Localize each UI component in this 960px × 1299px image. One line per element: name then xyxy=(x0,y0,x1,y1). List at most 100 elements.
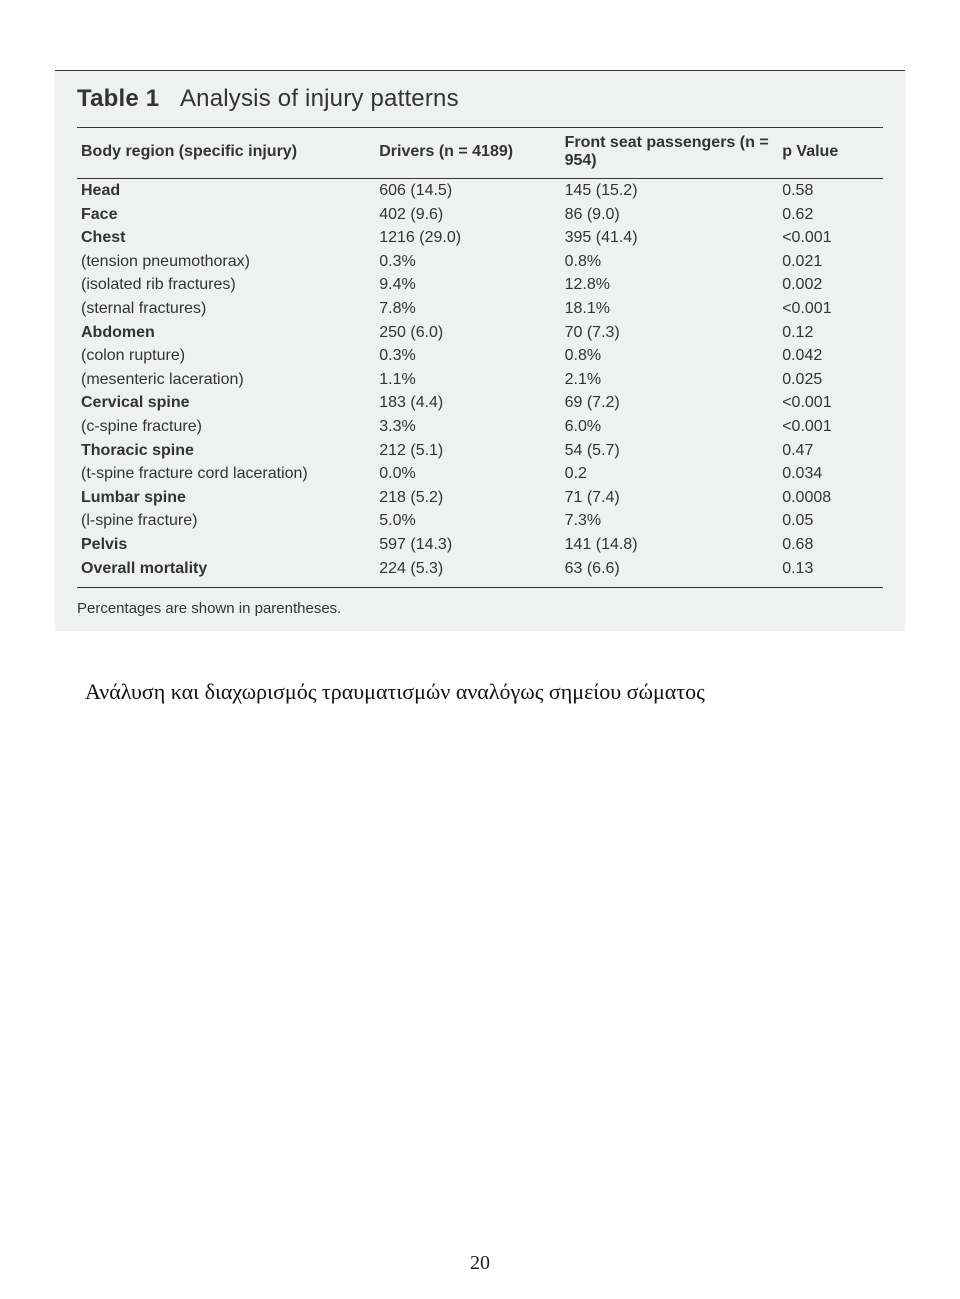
cell-pvalue: 0.47 xyxy=(778,439,883,463)
table-row: (sternal fractures)7.8%18.1%<0.001 xyxy=(77,297,883,321)
cell-region: (isolated rib fractures) xyxy=(77,273,375,297)
cell-drivers: 5.0% xyxy=(375,509,560,533)
cell-passengers: 141 (14.8) xyxy=(561,533,779,557)
cell-drivers: 7.8% xyxy=(375,297,560,321)
cell-region: Abdomen xyxy=(77,321,375,345)
cell-passengers: 70 (7.3) xyxy=(561,321,779,345)
cell-passengers: 0.2 xyxy=(561,462,779,486)
table-row: Face402 (9.6)86 (9.0)0.62 xyxy=(77,203,883,227)
cell-pvalue: 0.034 xyxy=(778,462,883,486)
page-number: 20 xyxy=(0,1252,960,1275)
table-row: (t-spine fracture cord laceration)0.0%0.… xyxy=(77,462,883,486)
cell-drivers: 224 (5.3) xyxy=(375,557,560,588)
table-row: Abdomen250 (6.0)70 (7.3)0.12 xyxy=(77,321,883,345)
table-title: Table 1 Analysis of injury patterns xyxy=(77,85,883,113)
cell-region: Lumbar spine xyxy=(77,486,375,510)
cell-passengers: 12.8% xyxy=(561,273,779,297)
cell-drivers: 212 (5.1) xyxy=(375,439,560,463)
cell-drivers: 0.0% xyxy=(375,462,560,486)
table-row: (isolated rib fractures)9.4%12.8%0.002 xyxy=(77,273,883,297)
cell-region: (mesenteric laceration) xyxy=(77,368,375,392)
cell-drivers: 606 (14.5) xyxy=(375,179,560,203)
document-page: Table 1 Analysis of injury patterns Body… xyxy=(0,0,960,1299)
cell-pvalue: 0.0008 xyxy=(778,486,883,510)
cell-region: Face xyxy=(77,203,375,227)
table-row: (l-spine fracture)5.0%7.3%0.05 xyxy=(77,509,883,533)
cell-drivers: 9.4% xyxy=(375,273,560,297)
greek-caption: Ανάλυση και διαχωρισμός τραυματισμών ανα… xyxy=(55,679,905,705)
table-row: (colon rupture)0.3%0.8%0.042 xyxy=(77,344,883,368)
cell-passengers: 71 (7.4) xyxy=(561,486,779,510)
cell-region: (t-spine fracture cord laceration) xyxy=(77,462,375,486)
cell-passengers: 145 (15.2) xyxy=(561,179,779,203)
col-header-pvalue: p Value xyxy=(778,128,883,179)
cell-passengers: 18.1% xyxy=(561,297,779,321)
cell-passengers: 0.8% xyxy=(561,250,779,274)
cell-region: Pelvis xyxy=(77,533,375,557)
table-row: Thoracic spine212 (5.1)54 (5.7)0.47 xyxy=(77,439,883,463)
cell-region: (tension pneumothorax) xyxy=(77,250,375,274)
cell-drivers: 3.3% xyxy=(375,415,560,439)
cell-passengers: 54 (5.7) xyxy=(561,439,779,463)
table-row: Pelvis597 (14.3)141 (14.8)0.68 xyxy=(77,533,883,557)
cell-passengers: 2.1% xyxy=(561,368,779,392)
cell-passengers: 6.0% xyxy=(561,415,779,439)
cell-region: (c-spine fracture) xyxy=(77,415,375,439)
cell-drivers: 402 (9.6) xyxy=(375,203,560,227)
cell-drivers: 1216 (29.0) xyxy=(375,226,560,250)
table-row: Lumbar spine218 (5.2)71 (7.4)0.0008 xyxy=(77,486,883,510)
col-header-region: Body region (specific injury) xyxy=(77,128,375,179)
cell-passengers: 63 (6.6) xyxy=(561,557,779,588)
cell-pvalue: <0.001 xyxy=(778,226,883,250)
table-title-text: Analysis of injury patterns xyxy=(180,85,459,112)
cell-drivers: 218 (5.2) xyxy=(375,486,560,510)
cell-region: Head xyxy=(77,179,375,203)
cell-pvalue: <0.001 xyxy=(778,415,883,439)
cell-drivers: 597 (14.3) xyxy=(375,533,560,557)
col-header-passengers: Front seat passengers (n = 954) xyxy=(561,128,779,179)
cell-region: Thoracic spine xyxy=(77,439,375,463)
cell-region: Cervical spine xyxy=(77,391,375,415)
cell-pvalue: 0.025 xyxy=(778,368,883,392)
table-body: Head606 (14.5)145 (15.2)0.58Face402 (9.6… xyxy=(77,179,883,588)
cell-region: (colon rupture) xyxy=(77,344,375,368)
cell-pvalue: 0.05 xyxy=(778,509,883,533)
cell-passengers: 86 (9.0) xyxy=(561,203,779,227)
injury-table: Body region (specific injury) Drivers (n… xyxy=(77,127,883,588)
cell-pvalue: <0.001 xyxy=(778,391,883,415)
cell-passengers: 0.8% xyxy=(561,344,779,368)
cell-drivers: 0.3% xyxy=(375,250,560,274)
cell-drivers: 250 (6.0) xyxy=(375,321,560,345)
cell-region: (l-spine fracture) xyxy=(77,509,375,533)
cell-drivers: 1.1% xyxy=(375,368,560,392)
cell-pvalue: 0.042 xyxy=(778,344,883,368)
cell-pvalue: 0.58 xyxy=(778,179,883,203)
cell-region: (sternal fractures) xyxy=(77,297,375,321)
cell-drivers: 0.3% xyxy=(375,344,560,368)
table-row: (tension pneumothorax)0.3%0.8%0.021 xyxy=(77,250,883,274)
col-header-drivers: Drivers (n = 4189) xyxy=(375,128,560,179)
table-card: Table 1 Analysis of injury patterns Body… xyxy=(55,70,905,631)
table-row: Overall mortality224 (5.3)63 (6.6)0.13 xyxy=(77,557,883,588)
table-row: Chest1216 (29.0)395 (41.4)<0.001 xyxy=(77,226,883,250)
cell-pvalue: 0.62 xyxy=(778,203,883,227)
table-row: Cervical spine183 (4.4)69 (7.2)<0.001 xyxy=(77,391,883,415)
table-row: (c-spine fracture)3.3%6.0%<0.001 xyxy=(77,415,883,439)
cell-pvalue: 0.021 xyxy=(778,250,883,274)
cell-pvalue: 0.12 xyxy=(778,321,883,345)
table-row: (mesenteric laceration)1.1%2.1%0.025 xyxy=(77,368,883,392)
cell-passengers: 7.3% xyxy=(561,509,779,533)
table-header-row: Body region (specific injury) Drivers (n… xyxy=(77,128,883,179)
cell-pvalue: 0.13 xyxy=(778,557,883,588)
cell-passengers: 69 (7.2) xyxy=(561,391,779,415)
cell-pvalue: 0.002 xyxy=(778,273,883,297)
cell-region: Overall mortality xyxy=(77,557,375,588)
cell-drivers: 183 (4.4) xyxy=(375,391,560,415)
cell-region: Chest xyxy=(77,226,375,250)
cell-passengers: 395 (41.4) xyxy=(561,226,779,250)
table-footnote: Percentages are shown in parentheses. xyxy=(77,600,883,617)
table-label: Table 1 xyxy=(77,85,159,112)
table-row: Head606 (14.5)145 (15.2)0.58 xyxy=(77,179,883,203)
cell-pvalue: <0.001 xyxy=(778,297,883,321)
cell-pvalue: 0.68 xyxy=(778,533,883,557)
